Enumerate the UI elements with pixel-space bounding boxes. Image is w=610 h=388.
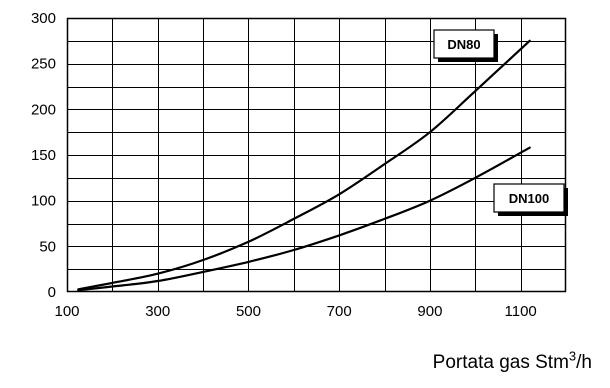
x-tick-label-900: 900 — [417, 303, 442, 320]
series-label-text: DN80 — [447, 37, 480, 52]
series-label-dn100: DN100 — [493, 183, 568, 216]
series-line-dn80 — [77, 39, 531, 291]
y-tick-label-0: 0 — [48, 284, 56, 301]
y-tick-label-300: 300 — [31, 10, 56, 27]
y-tick-label-150: 150 — [31, 147, 56, 164]
x-tick-label-500: 500 — [236, 303, 261, 320]
series-label-box — [493, 183, 565, 213]
x-axis-title-suffix: /h — [576, 352, 592, 373]
plot-frame — [66, 17, 567, 293]
x-axis-title-superscript: 3 — [568, 348, 577, 364]
y-tick-label-250: 250 — [31, 56, 56, 73]
chart-series — [77, 39, 531, 292]
y-tick-label-100: 100 — [31, 193, 56, 210]
series-label-dn80: DN80 — [433, 29, 498, 62]
series-line-dn100 — [77, 146, 531, 292]
x-axis-tick-labels: 100 300 500 700 900 1100 — [54, 303, 536, 320]
x-tick-label-300: 300 — [145, 303, 170, 320]
x-tick-label-1100: 1100 — [505, 303, 537, 320]
y-tick-label-50: 50 — [39, 238, 56, 255]
x-axis-title-prefix: Portata gas Stm — [432, 352, 569, 373]
x-tick-label-700: 700 — [327, 303, 352, 320]
x-tick-label-100: 100 — [54, 303, 79, 320]
chart-grid — [66, 17, 567, 293]
series-label-text: DN100 — [509, 191, 549, 206]
series-label-box — [433, 29, 495, 59]
y-tick-label-200: 200 — [31, 101, 56, 118]
series-labels: DN80 DN100 — [433, 29, 568, 216]
x-axis-title: Portata gas Stm3/h — [432, 348, 592, 374]
y-axis-tick-labels: 0 50 100 150 200 250 300 — [31, 10, 56, 301]
